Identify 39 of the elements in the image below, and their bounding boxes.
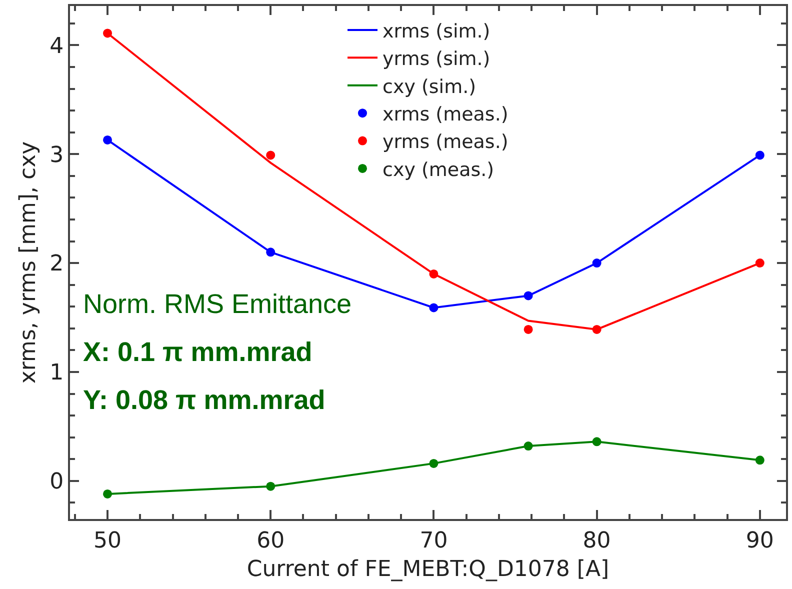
point bbox=[103, 135, 112, 144]
legend-label: xrms (meas.) bbox=[382, 103, 508, 126]
x-tick-label: 90 bbox=[746, 528, 774, 554]
y-tick-label: 2 bbox=[50, 252, 64, 277]
y-tick-label: 3 bbox=[50, 142, 64, 168]
point bbox=[266, 248, 276, 257]
point bbox=[755, 150, 764, 160]
point bbox=[592, 324, 602, 334]
point bbox=[592, 437, 602, 446]
annotation: Y: 0.08 π mm.mrad bbox=[83, 385, 326, 415]
point bbox=[429, 458, 438, 468]
legend-label: xrms (sim.) bbox=[382, 20, 490, 42]
point bbox=[103, 489, 112, 498]
point bbox=[103, 28, 112, 38]
x-axis-title: Current of FE_MEBT:Q_D1078 [A] bbox=[246, 556, 610, 582]
x-tick-label: 60 bbox=[256, 528, 285, 554]
x-tick-label: 80 bbox=[582, 528, 611, 554]
point bbox=[524, 442, 533, 451]
point bbox=[524, 324, 533, 334]
y-tick-label: 4 bbox=[50, 34, 64, 59]
point bbox=[429, 303, 438, 312]
y-axis-title: xrms, yrms [mm], cxy bbox=[16, 141, 41, 384]
legend-label: yrms (sim.) bbox=[382, 48, 490, 70]
point bbox=[266, 150, 276, 160]
point bbox=[755, 456, 764, 465]
point bbox=[755, 258, 764, 268]
legend-label: cxy (sim.) bbox=[382, 76, 476, 98]
x-tick-label: 70 bbox=[420, 528, 448, 554]
y-tick-label: 1 bbox=[50, 360, 64, 386]
legend-label: cxy (meas.) bbox=[382, 158, 494, 181]
annotation: X: 0.1 π mm.mrad bbox=[83, 337, 312, 367]
x-tick-label: 50 bbox=[94, 528, 122, 554]
point bbox=[429, 269, 438, 278]
y-tick-label: 0 bbox=[50, 470, 64, 495]
annotation: Norm. RMS Emittance bbox=[83, 289, 352, 319]
legend-label: yrms (meas.) bbox=[382, 131, 508, 154]
point bbox=[592, 258, 602, 268]
point bbox=[524, 291, 533, 300]
point bbox=[266, 482, 276, 491]
